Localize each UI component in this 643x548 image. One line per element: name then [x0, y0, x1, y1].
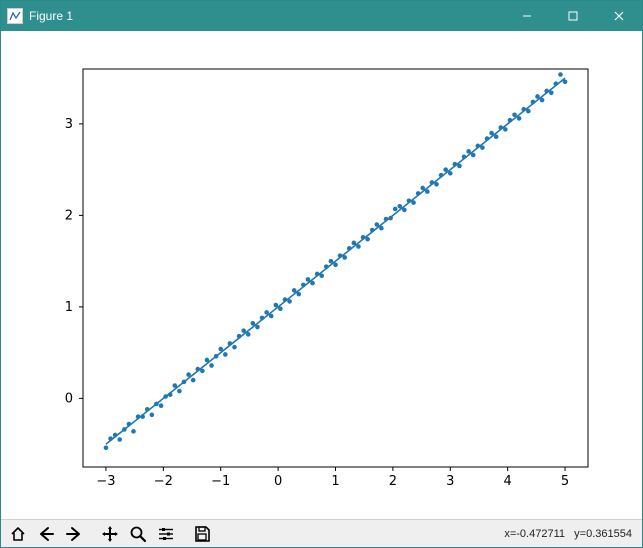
svg-text:3: 3	[65, 117, 73, 132]
pan-button[interactable]	[97, 522, 123, 546]
window-titlebar: Figure 1	[1, 1, 642, 31]
forward-button[interactable]	[61, 522, 87, 546]
save-button[interactable]	[189, 522, 215, 546]
svg-text:4: 4	[504, 474, 512, 489]
svg-text:2: 2	[65, 208, 73, 223]
zoom-button[interactable]	[125, 522, 151, 546]
window-close-button[interactable]	[596, 1, 642, 31]
plot-svg: −3 −2 −1 0 1 2 3 4 5 0 1 2 3	[1, 31, 642, 519]
figure-canvas[interactable]: −3 −2 −1 0 1 2 3 4 5 0 1 2 3	[1, 31, 642, 519]
window-maximize-button[interactable]	[550, 1, 596, 31]
svg-text:−3: −3	[96, 474, 115, 489]
home-icon	[9, 525, 27, 543]
window-title: Figure 1	[29, 9, 73, 23]
window-minimize-button[interactable]	[504, 1, 550, 31]
svg-text:1: 1	[65, 300, 73, 315]
svg-text:0: 0	[274, 474, 282, 489]
svg-text:3: 3	[446, 474, 454, 489]
coord-x-label: x=	[504, 528, 516, 540]
svg-text:2: 2	[389, 474, 397, 489]
cursor-coordinates: x=-0.472711 y=0.361554	[504, 528, 638, 540]
sliders-icon	[157, 525, 175, 543]
coord-y-value: 0.361554	[586, 528, 632, 540]
svg-text:0: 0	[65, 391, 73, 406]
navigation-toolbar: x=-0.472711 y=0.361554	[1, 519, 642, 547]
svg-text:−2: −2	[154, 474, 173, 489]
app-icon	[7, 8, 23, 24]
forward-arrow-icon	[65, 525, 83, 543]
back-button[interactable]	[33, 522, 59, 546]
svg-text:1: 1	[331, 474, 339, 489]
svg-text:5: 5	[561, 474, 569, 489]
pan-icon	[101, 525, 119, 543]
home-button[interactable]	[5, 522, 31, 546]
save-icon	[193, 525, 211, 543]
configure-subplots-button[interactable]	[153, 522, 179, 546]
coord-y-label: y=	[574, 528, 586, 540]
back-arrow-icon	[37, 525, 55, 543]
magnifier-icon	[129, 525, 147, 543]
svg-text:−1: −1	[211, 474, 230, 489]
coord-x-value: -0.472711	[516, 528, 565, 540]
